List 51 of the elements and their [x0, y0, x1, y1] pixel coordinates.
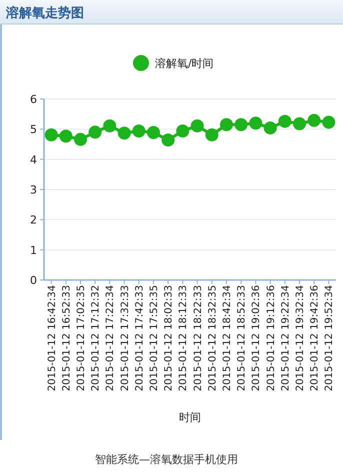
point: [176, 124, 190, 138]
point: [88, 126, 102, 139]
x-tick-label: 2015-01-12 19:42:36: [310, 285, 321, 392]
x-tick-label: 2015-01-12 17:32:33: [120, 285, 131, 392]
x-tick-label: 2015-01-12 17:02:35: [76, 285, 87, 392]
x-tick-label: 2015-01-12 16:42:34: [46, 285, 58, 392]
x-tick-label: 2015-01-12 17:22:34: [105, 285, 116, 392]
point: [118, 126, 131, 140]
point: [322, 116, 336, 129]
x-tick-label: 2015-01-12 18:52:33: [236, 285, 248, 392]
x-tick-label: 2015-01-12 18:42:34: [222, 285, 233, 392]
legend-label: 溶解氧/时间: [155, 57, 214, 70]
x-tick-label: 2015-01-12 18:32:35: [207, 285, 218, 392]
x-tick-label: 2015-01-12 16:52:33: [61, 285, 72, 392]
x-tick-label: 2015-01-12 17:12:32: [90, 285, 102, 392]
point: [205, 128, 218, 142]
x-tick-label: 2015-01-12 17:42:33: [134, 285, 146, 392]
x-tick-label: 2015-01-12 18:02:33: [164, 285, 175, 392]
point: [190, 119, 204, 132]
x-tick-label: 2015-01-12 19:32:34: [295, 285, 306, 392]
y-tick-label: 2: [30, 214, 37, 227]
chart-title: 溶解氧走势图: [5, 5, 84, 21]
x-tick-label: 2015-01-12 17:52:35: [149, 285, 160, 392]
y-tick-label: 1: [30, 244, 37, 257]
point: [249, 116, 262, 130]
x-tick-label: 2015-01-12 19:52:34: [324, 285, 336, 392]
point: [308, 114, 321, 127]
x-tick-label: 2015-01-12 18:22:33: [192, 285, 204, 392]
point: [293, 117, 306, 130]
x-tick-label: 2015-01-12 19:22:34: [280, 285, 292, 392]
text: 智能系统—溶氧数据手机使用: [95, 453, 238, 466]
point: [278, 114, 292, 128]
y-tick-label: 6: [30, 93, 37, 106]
point: [162, 134, 175, 147]
y-tick-label: 3: [30, 184, 37, 196]
point: [44, 128, 58, 142]
point: [234, 118, 248, 132]
y-tick-label: 5: [30, 123, 37, 136]
x-tick-label: 2015-01-12 19:02:36: [251, 285, 262, 392]
y-tick-label: 0: [30, 274, 37, 287]
x-tick-label: 2015-01-12 18:12:33: [178, 285, 190, 392]
point: [132, 124, 146, 138]
x-axis-title: 时间: [179, 411, 201, 424]
y-tick-label: 4: [30, 153, 37, 166]
point: [220, 118, 233, 132]
point: [147, 126, 160, 139]
point: [59, 130, 72, 143]
x-tick-label: 2015-01-12 19:12:36: [266, 285, 277, 392]
point: [103, 119, 116, 132]
point: [264, 121, 277, 134]
point: [74, 132, 87, 146]
